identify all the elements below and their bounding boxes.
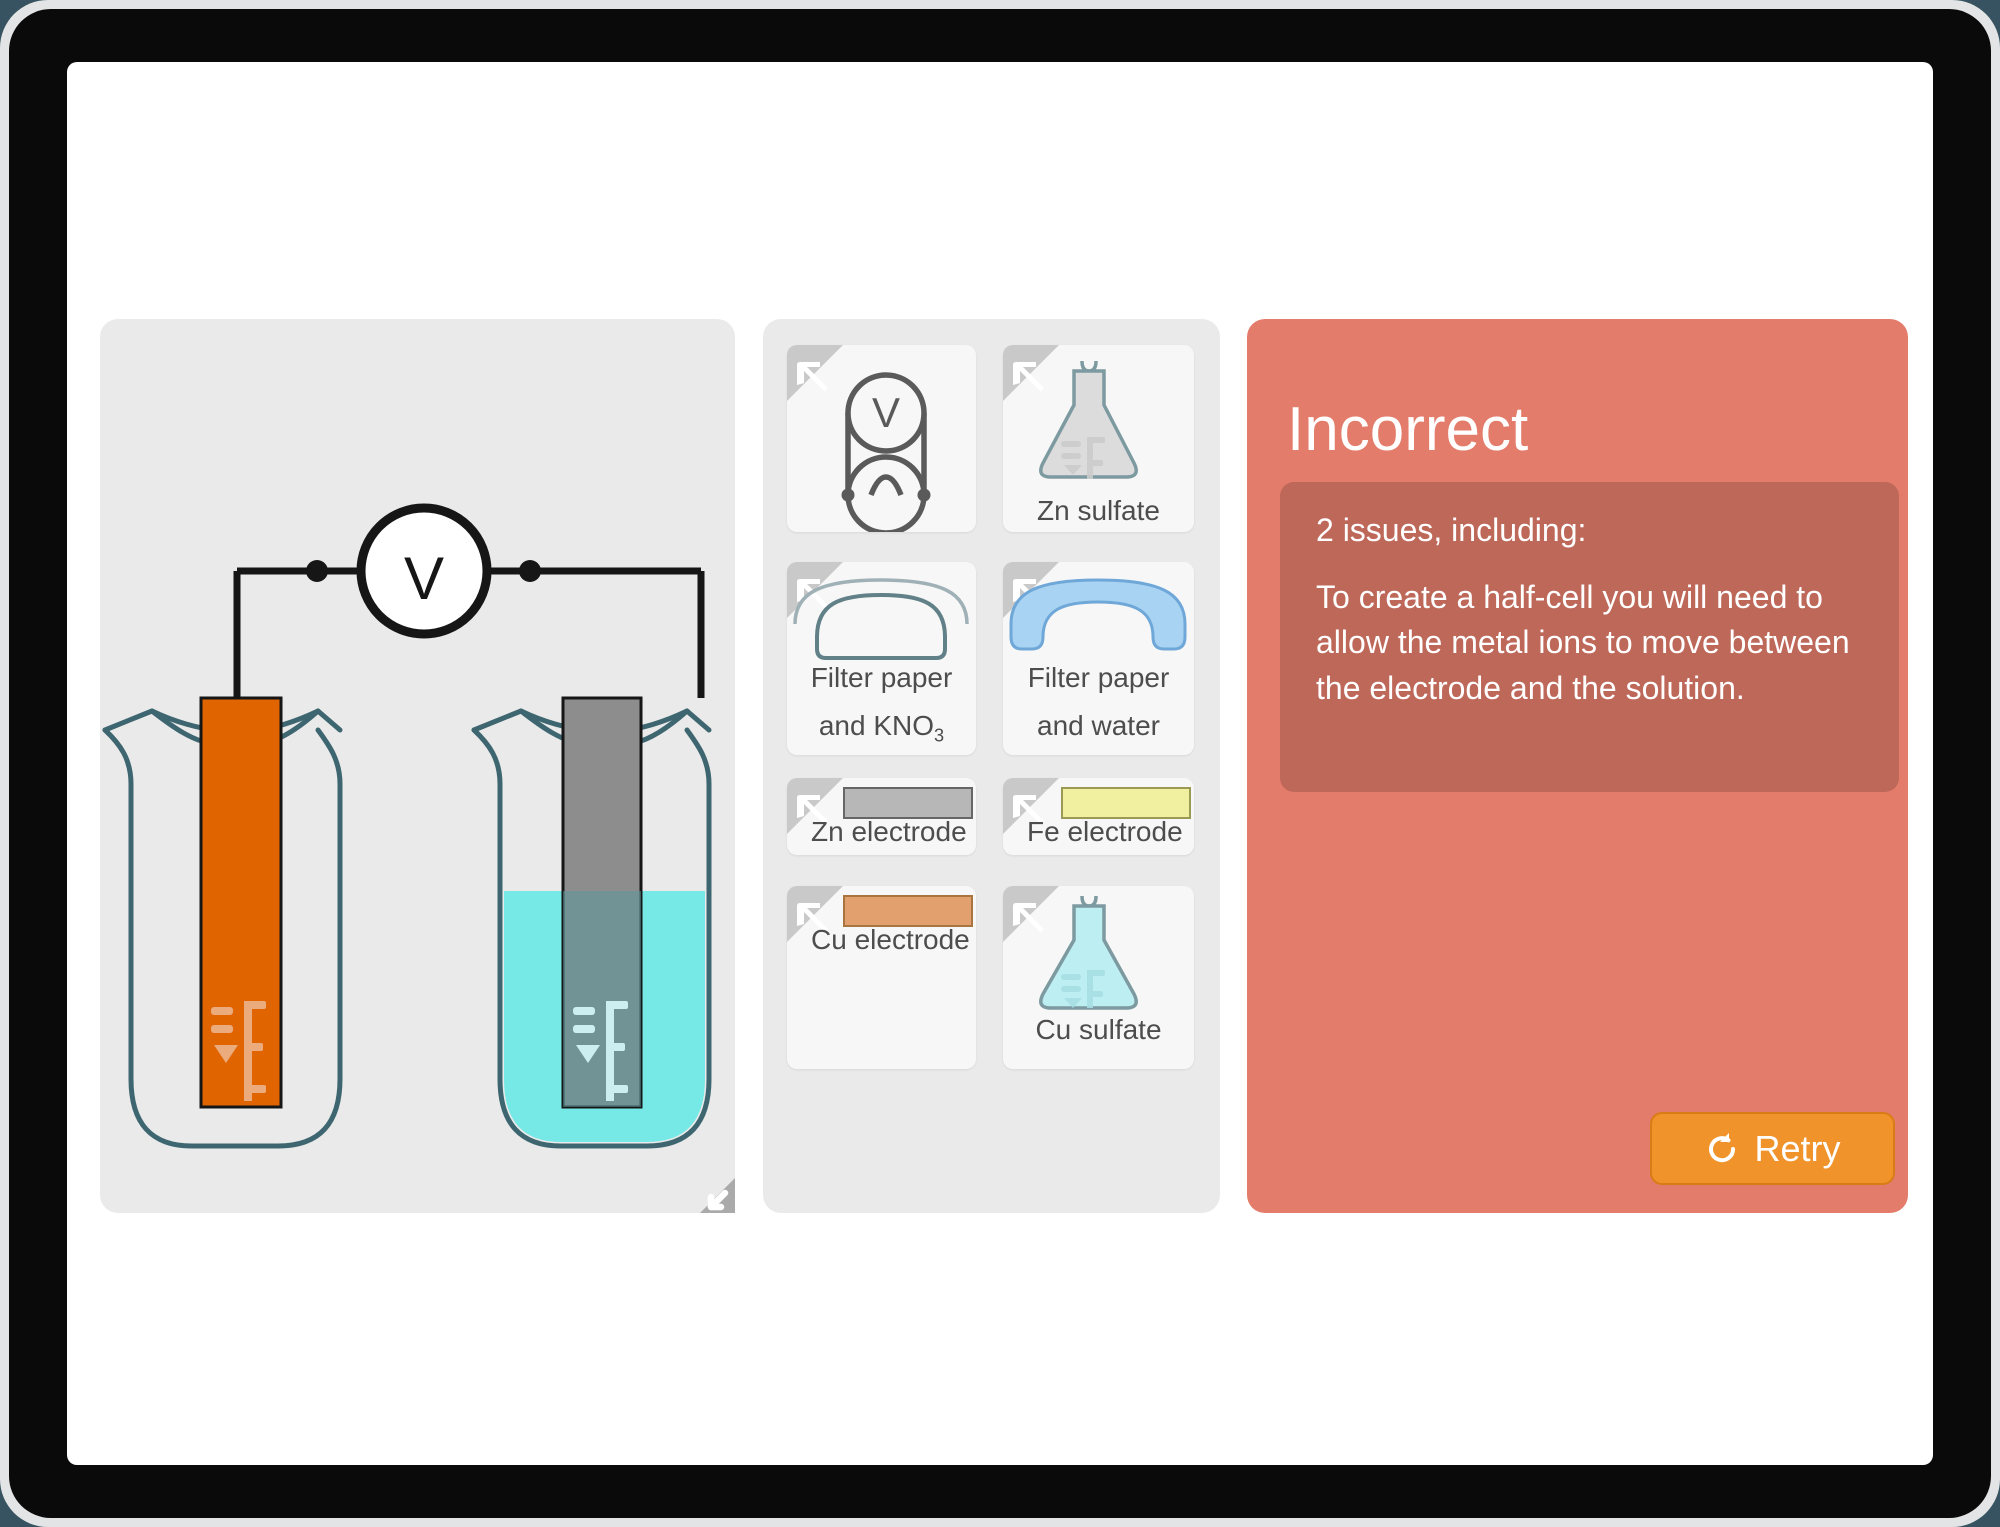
svg-text:V: V <box>404 545 444 612</box>
svg-text:V: V <box>872 389 900 436</box>
